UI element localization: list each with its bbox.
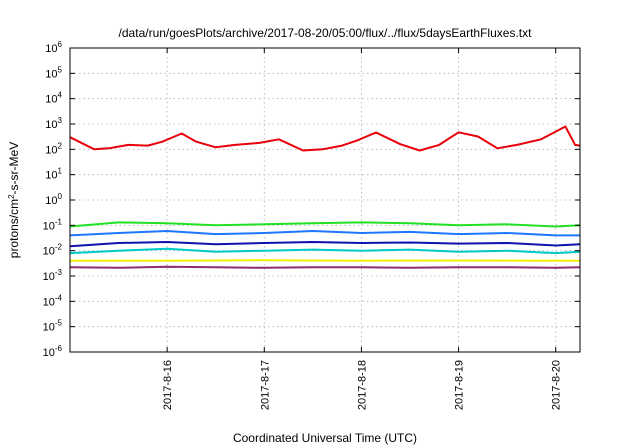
series-line-7 xyxy=(70,265,580,269)
y-tick-label: 104 xyxy=(45,91,62,106)
x-tick-label: 2017-8-20 xyxy=(551,360,563,410)
plot-area: 10-6 10-5 10-4 10-3 10-2 10-1 100 101 102 103 104 1… xyxy=(43,40,581,410)
x-tick-label: 2017-8-16 xyxy=(162,360,174,410)
x-tick-label: 2017-8-18 xyxy=(356,360,368,410)
series-line-3 xyxy=(70,230,580,237)
y-tick-label: 103 xyxy=(45,116,62,131)
y-tick-label: 10-4 xyxy=(43,293,63,308)
x-tick-label: 2017-8-19 xyxy=(454,360,466,410)
series-line-4 xyxy=(70,241,580,248)
series-line-1 xyxy=(70,125,580,152)
y-tick-label: 10-5 xyxy=(43,319,63,334)
y-tick-label: 106 xyxy=(45,40,62,55)
series-line-6 xyxy=(70,259,580,262)
y-tick-label: 102 xyxy=(45,141,62,156)
y-axis-label: protons/cm2-s-sr-MeV xyxy=(7,142,21,258)
x-tick-label: 2017-8-17 xyxy=(259,360,271,410)
x-axis-label: Coordinated Universal Time (UTC) xyxy=(233,431,417,445)
y-tick-label: 105 xyxy=(45,65,62,80)
chart-title: /data/run/goesPlots/archive/2017-08-20/0… xyxy=(119,26,533,40)
series-line-5 xyxy=(70,247,580,255)
y-tick-label: 10-2 xyxy=(43,243,63,258)
y-tick-label: 100 xyxy=(45,192,62,207)
y-tick-label: 10-1 xyxy=(43,217,63,232)
y-tick-label: 101 xyxy=(45,167,62,182)
y-tick-label: 10-6 xyxy=(43,344,63,359)
y-tick-label: 10-3 xyxy=(43,268,63,283)
series-line-2 xyxy=(70,221,580,228)
